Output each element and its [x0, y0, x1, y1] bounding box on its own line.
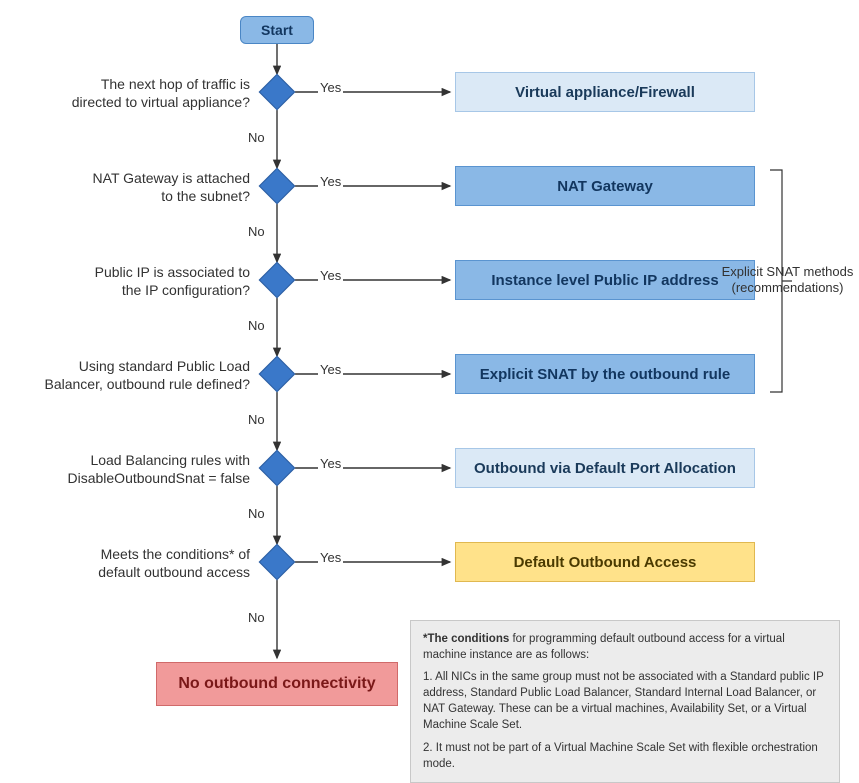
- decision-diamond-6: [259, 544, 296, 581]
- decision-diamond-2: [259, 168, 296, 205]
- result-default-port-alloc: Outbound via Default Port Allocation: [455, 448, 755, 488]
- decision-diamond-1: [259, 74, 296, 111]
- bracket-note: Explicit SNAT methods (recommendations): [720, 264, 855, 297]
- bracket-line1: Explicit SNAT methods: [722, 264, 854, 279]
- footnote-item-1: 1. All NICs in the same group must not b…: [423, 669, 827, 733]
- bracket-line2: (recommendations): [732, 280, 844, 295]
- decision-diamond-3: [259, 262, 296, 299]
- decision-diamond-5: [259, 450, 296, 487]
- footnote-lead-bold: *The conditions: [423, 633, 509, 645]
- result-default-outbound: Default Outbound Access: [455, 542, 755, 582]
- decision-diamond-4: [259, 356, 296, 393]
- edge-yes-2: Yes: [318, 174, 343, 189]
- edge-no-5: No: [246, 506, 267, 521]
- question-2: NAT Gateway is attachedto the subnet?: [40, 170, 250, 205]
- start-label: Start: [261, 22, 293, 38]
- result-nat-gateway: NAT Gateway: [455, 166, 755, 206]
- edge-yes-6: Yes: [318, 550, 343, 565]
- edge-no-4: No: [246, 412, 267, 427]
- question-5: Load Balancing rules withDisableOutbound…: [40, 452, 250, 487]
- question-4: Using standard Public LoadBalancer, outb…: [40, 358, 250, 393]
- edge-no-6: No: [246, 610, 267, 625]
- edge-yes-3: Yes: [318, 268, 343, 283]
- terminal-no-connectivity: No outbound connectivity: [156, 662, 398, 706]
- question-6: Meets the conditions* ofdefault outbound…: [40, 546, 250, 581]
- edge-no-3: No: [246, 318, 267, 333]
- result-instance-public-ip: Instance level Public IP address: [455, 260, 755, 300]
- edge-yes-5: Yes: [318, 456, 343, 471]
- result-explicit-snat: Explicit SNAT by the outbound rule: [455, 354, 755, 394]
- footnote-box: *The conditions for programming default …: [410, 620, 840, 783]
- result-virtual-appliance: Virtual appliance/Firewall: [455, 72, 755, 112]
- edge-no-1: No: [246, 130, 267, 145]
- question-3: Public IP is associated tothe IP configu…: [40, 264, 250, 299]
- footnote-item-2: 2. It must not be part of a Virtual Mach…: [423, 740, 827, 772]
- edge-no-2: No: [246, 224, 267, 239]
- start-node: Start: [240, 16, 314, 44]
- question-1: The next hop of traffic isdirected to vi…: [40, 76, 250, 111]
- footnote-lead: *The conditions for programming default …: [423, 631, 827, 663]
- edge-yes-1: Yes: [318, 80, 343, 95]
- edge-yes-4: Yes: [318, 362, 343, 377]
